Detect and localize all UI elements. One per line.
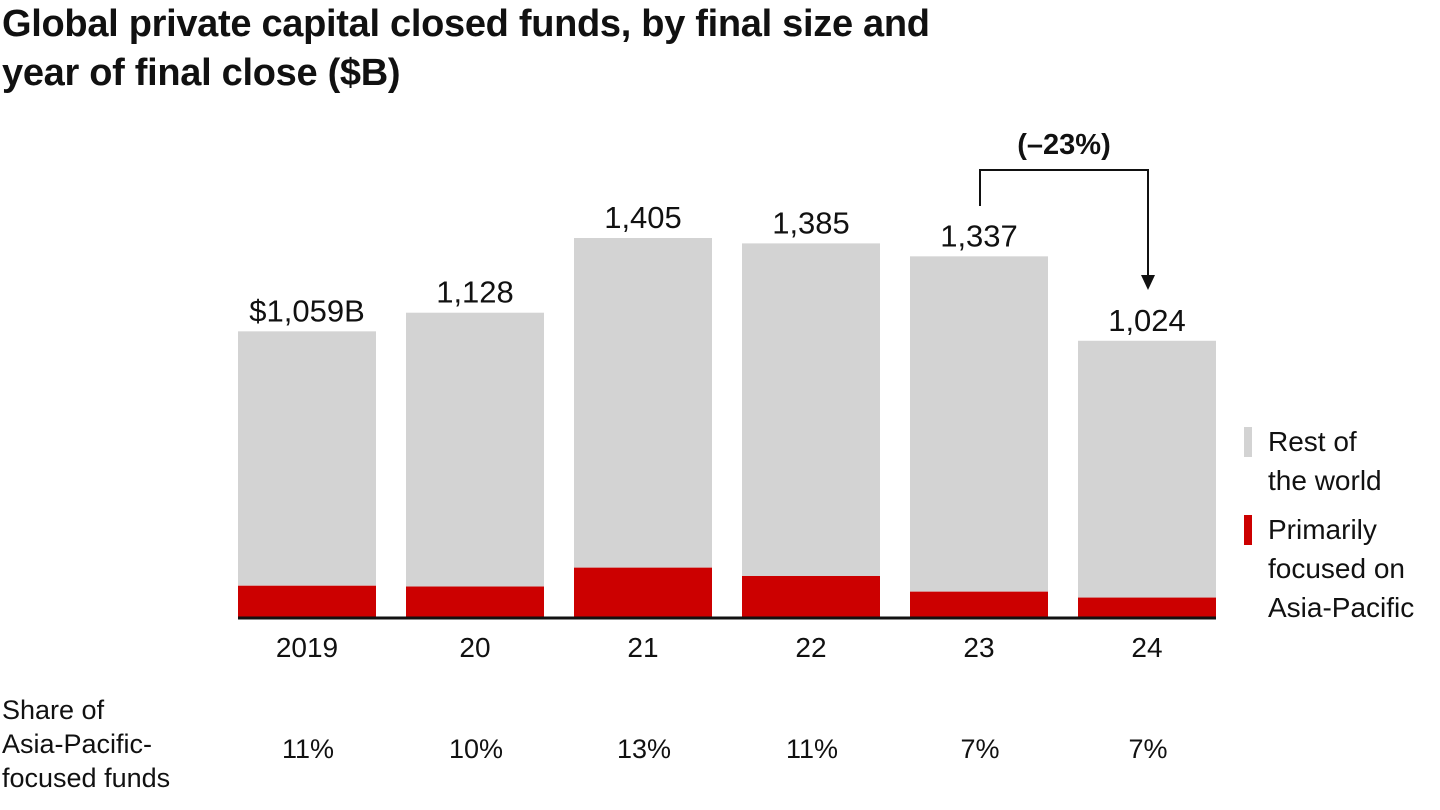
bar-total-label: 1,337 [940,218,1018,253]
bar-asia-pacific [238,585,376,617]
x-tick-label: 22 [795,632,826,663]
value-label-group: $1,059B 1,128 1,405 1,385 1,337 1,024 [249,200,1186,338]
chart-title-line-1: Global private capital closed funds, by … [2,3,930,45]
legend-swatch-rest [1244,427,1252,457]
share-value: 11% [785,734,839,764]
bar-group [238,238,1216,617]
bar-rest-of-world [742,243,880,576]
chart-title-line-2: year of final close ($B) [2,52,401,94]
bar-asia-pacific [742,575,880,617]
arrow-head-icon [1141,275,1155,290]
legend-rest-line-2: the world [1268,465,1382,496]
change-annotation-label: (–23%) [1017,129,1111,161]
bar-asia-pacific [1078,597,1216,617]
share-value: 13% [616,734,672,764]
bar-rest-of-world [406,312,544,587]
share-row-label: Share of Asia-Pacific- focused funds [2,693,170,795]
share-label-line-1: Share of [2,695,105,725]
share-value: 7% [1128,734,1168,764]
bar-total-label: 1,024 [1108,303,1186,338]
x-tick-label: 21 [627,632,658,663]
bar-rest-of-world [1078,340,1216,598]
x-tick-label: 24 [1131,632,1162,663]
x-tick-label: 23 [963,632,994,663]
legend-label-rest: Rest of the world [1268,422,1382,500]
legend-swatch-apac [1244,515,1252,545]
bar-asia-pacific [406,586,544,617]
legend-label-apac: Primarily focused on Asia-Pacific [1268,510,1414,627]
bar-total-label: $1,059B [249,293,365,328]
share-value: 11% [281,734,335,764]
change-bracket-arrow [979,169,1149,276]
x-tick-group: 2019 20 21 22 23 24 [276,632,1163,663]
share-label-line-3: focused funds [2,763,171,793]
share-value: 10% [448,734,504,764]
bar-total-label: 1,128 [436,275,514,310]
bar-rest-of-world [574,238,712,568]
bar-total-label: 1,405 [604,200,682,235]
bar-asia-pacific [910,591,1048,617]
share-value: 7% [960,734,1000,764]
bar-total-label: 1,385 [772,205,850,240]
legend-apac-line-2: focused on [1268,553,1405,584]
bar-rest-of-world [910,256,1048,592]
bar-rest-of-world [238,331,376,586]
change-annotation: (–23%) [979,129,1155,290]
legend-rest-line-1: Rest of [1268,426,1357,457]
bar-asia-pacific [574,567,712,617]
chart-title: Global private capital closed funds, by … [2,0,1102,98]
legend-apac-line-1: Primarily [1268,514,1377,545]
share-label-line-2: Asia-Pacific- [2,729,153,759]
legend-apac-line-3: Asia-Pacific [1268,592,1415,623]
x-tick-label: 20 [459,632,490,663]
x-tick-label: 2019 [276,632,338,663]
